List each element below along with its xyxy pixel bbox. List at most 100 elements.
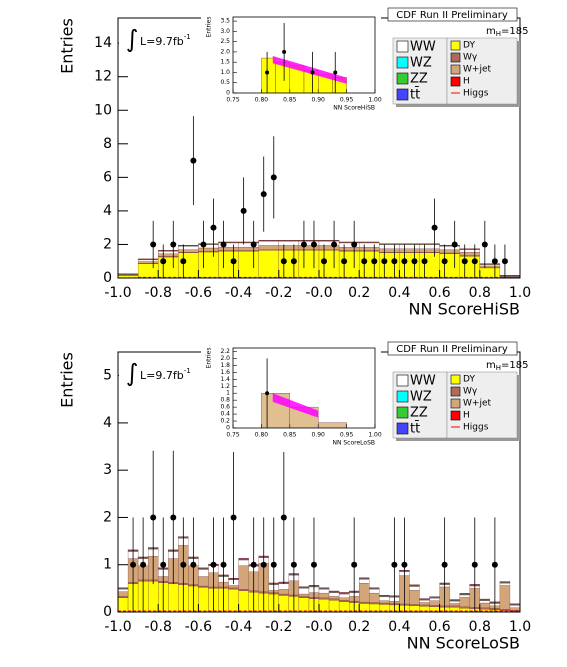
x-tick-label: -0.6 [185, 619, 212, 635]
inset-x-tick-label: 0.75 [226, 432, 240, 439]
histogram-segment [479, 265, 501, 268]
y-tick-label: 2 [103, 236, 112, 252]
data-point [160, 258, 167, 265]
y-tick-label: 10 [94, 102, 112, 118]
data-point [491, 561, 498, 568]
x-tick-label: 0.4 [388, 285, 410, 301]
inset-x-tick-label: 0.80 [255, 97, 269, 104]
x-tick-label: -0.0 [305, 619, 332, 635]
histogram-segment [318, 599, 330, 612]
uncertainty-band [272, 393, 319, 418]
histogram-segment [419, 600, 430, 603]
data-point [290, 561, 297, 568]
histogram-segment [298, 588, 310, 595]
data-point [260, 191, 267, 198]
data-point [351, 561, 358, 568]
data-point [381, 258, 388, 265]
inset-background [201, 344, 381, 452]
histogram-segment [298, 597, 310, 612]
mass-subscript: H [496, 364, 501, 372]
data-point [170, 514, 177, 521]
inset-y-tick-label: 0 [226, 90, 230, 97]
x-tick-label: 1.0 [509, 619, 531, 635]
data-point [310, 241, 317, 248]
legend-label: H [463, 411, 470, 421]
y-tick-label: 8 [103, 136, 112, 152]
inset-y-tick-label: 2.2 [220, 348, 230, 355]
data-point [401, 258, 408, 265]
inset-x-tick-label: 0.90 [312, 97, 326, 104]
legend-label: Wγ [463, 387, 478, 397]
legend-label: ZZ [410, 406, 428, 421]
legend-label: W+jet [463, 65, 491, 75]
inset-y-tick-label: 0 [226, 425, 230, 432]
legend-swatch [396, 56, 409, 69]
data-point [280, 514, 287, 521]
data-point [220, 241, 227, 248]
histogram-segment [479, 607, 490, 610]
inset-y-tick-label: 0.6 [220, 404, 230, 411]
legend-swatch [396, 88, 409, 101]
legend-label: H [463, 77, 470, 87]
histogram-segment [158, 253, 179, 257]
data-point [250, 241, 257, 248]
histogram-segment [379, 252, 400, 278]
histogram-segment [409, 590, 420, 605]
inset-y-tick-label: 2.0 [220, 355, 230, 362]
histogram-segment [228, 585, 239, 589]
inset-x-tick-label: 1.00 [368, 97, 382, 104]
histogram-segment [328, 600, 340, 612]
inset-x-tick-label: 0.90 [312, 432, 326, 439]
histogram-segment [238, 246, 259, 251]
data-point [351, 241, 358, 248]
data-point [501, 258, 508, 265]
histogram-segment [379, 600, 390, 604]
histogram-segment [439, 249, 460, 254]
inset-y-title: Entries [206, 348, 213, 369]
mass-value: =185 [501, 360, 528, 371]
inset-frame [232, 347, 376, 429]
histogram-segment [258, 245, 279, 250]
chart-title: CDF Run II Preliminary [396, 344, 508, 355]
lumi-exponent: -1 [184, 33, 191, 41]
data-point [331, 241, 338, 248]
legend-swatch [450, 40, 461, 51]
lumi-label: L=9.7fb-1 [140, 367, 191, 382]
histogram-segment [318, 250, 340, 278]
lumi-exponent: -1 [184, 367, 191, 375]
y-tick-label: 4 [103, 203, 112, 219]
y-tick-label: 2 [103, 509, 112, 525]
data-point [300, 241, 307, 248]
data-point [250, 561, 257, 568]
data-point [491, 258, 498, 265]
histogram-segment [278, 583, 289, 590]
x-tick-label: -0.8 [145, 619, 172, 635]
y-axis-title: Entries [58, 18, 77, 74]
data-point [265, 70, 270, 75]
lumi-label: L=9.7fb-1 [140, 33, 191, 48]
legend-swatch [450, 386, 461, 397]
histogram-segment [178, 249, 199, 253]
inset-frame [232, 16, 376, 94]
histogram-segment [147, 581, 159, 612]
data-point [210, 561, 217, 568]
histogram-segment [359, 579, 370, 584]
x-tick-label: 0.8 [469, 285, 491, 301]
histogram-segment [318, 592, 330, 598]
legend-swatch [396, 390, 409, 403]
data-point [190, 157, 197, 164]
histogram-segment [359, 601, 370, 604]
mass-label: mH=185 [486, 360, 528, 372]
legend-label: Wγ [463, 53, 478, 63]
data-point [333, 70, 338, 75]
histogram-segment [449, 605, 460, 608]
histogram-segment [278, 593, 289, 596]
histogram-segment [198, 576, 209, 587]
inset-y-title: Entries [206, 17, 213, 38]
inset-y-tick-label: 1.4 [220, 376, 230, 383]
legend-swatch [450, 76, 461, 87]
y-tick-label: 0 [103, 270, 112, 286]
lumi-text: L=9.7fb [140, 35, 184, 48]
legend-swatch [396, 72, 409, 85]
histogram-segment [499, 585, 511, 610]
